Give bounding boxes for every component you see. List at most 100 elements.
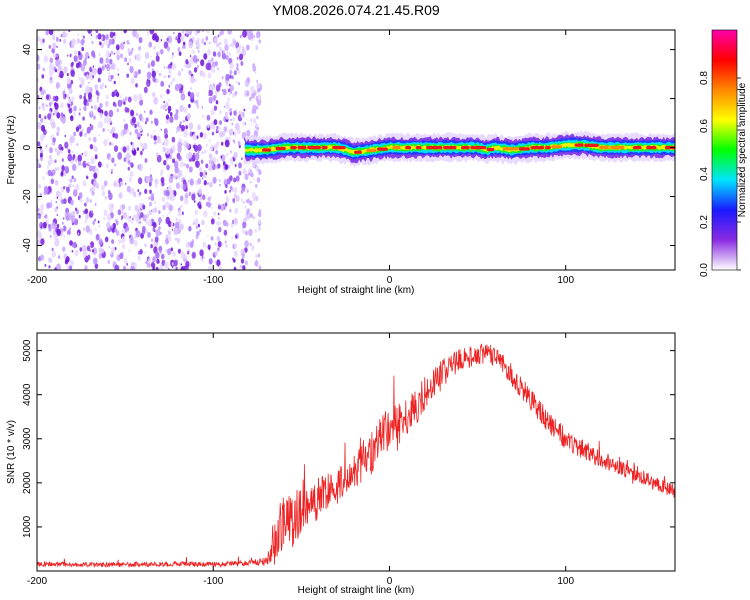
- noise-speckle: [61, 221, 64, 225]
- noise-speckle: [60, 112, 64, 118]
- noise-speckle: [242, 229, 245, 234]
- noise-speckle: [80, 77, 85, 84]
- noise-speckle: [170, 193, 175, 202]
- noise-speckle: [84, 72, 87, 76]
- noise-speckle: [157, 50, 161, 56]
- noise-speckle: [211, 57, 214, 62]
- noise-speckle: [69, 259, 74, 267]
- noise-speckle: [48, 63, 54, 72]
- noise-speckle: [184, 30, 190, 35]
- noise-speckle: [141, 229, 146, 236]
- noise-speckle: [125, 152, 131, 160]
- colorbar-ticks: 0.0 0.2 0.4 0.6 0.8: [699, 71, 741, 277]
- colorbar-tick-label: 0.2: [699, 215, 710, 229]
- noise-speckle: [92, 65, 95, 68]
- noise-speckle: [234, 243, 238, 249]
- noise-speckle: [209, 139, 211, 142]
- noise-speckle: [115, 44, 120, 51]
- snr-x-tick-label: 100: [557, 576, 574, 587]
- noise-speckle: [244, 173, 249, 181]
- noise-speckle: [132, 149, 137, 156]
- noise-speckle: [227, 30, 232, 35]
- noise-speckle: [214, 146, 216, 149]
- noise-speckle: [208, 153, 213, 160]
- noise-speckle: [255, 122, 258, 128]
- noise-speckle: [191, 251, 196, 259]
- noise-speckle: [150, 134, 153, 139]
- noise-speckle: [160, 94, 163, 99]
- noise-speckle: [199, 229, 202, 233]
- noise-speckle: [236, 46, 241, 54]
- noise-speckle: [153, 96, 159, 105]
- noise-speckle: [169, 74, 172, 78]
- noise-speckle: [123, 101, 126, 105]
- noise-speckle: [127, 166, 130, 171]
- noise-speckle: [126, 73, 130, 78]
- noise-speckle: [196, 104, 200, 109]
- noise-speckle: [156, 78, 159, 83]
- noise-speckle: [150, 195, 155, 202]
- noise-speckle: [96, 87, 99, 91]
- noise-speckle: [217, 51, 221, 58]
- noise-speckle: [61, 146, 64, 151]
- noise-speckle: [54, 95, 59, 102]
- noise-speckle: [73, 105, 77, 112]
- noise-speckle: [98, 120, 103, 129]
- noise-speckle: [108, 109, 114, 118]
- noise-speckle: [98, 253, 103, 259]
- spectrogram-x-tick-label: -200: [27, 275, 47, 286]
- noise-speckle: [168, 68, 172, 74]
- noise-speckle: [56, 45, 58, 48]
- noise-speckle: [155, 152, 159, 157]
- noise-speckle: [105, 57, 110, 64]
- noise-speckle: [47, 113, 52, 120]
- noise-speckle: [215, 100, 219, 105]
- noise-speckle: [167, 235, 172, 242]
- noise-speckle: [71, 250, 74, 253]
- noise-speckle: [127, 96, 132, 103]
- noise-speckle: [197, 144, 202, 152]
- noise-speckle: [68, 183, 72, 189]
- noise-speckle: [175, 182, 180, 189]
- noise-speckle: [207, 72, 212, 79]
- noise-speckle: [214, 242, 217, 246]
- noise-speckle: [138, 93, 143, 101]
- noise-speckle: [201, 221, 203, 224]
- signal-track: [245, 130, 675, 168]
- noise-speckle: [119, 252, 124, 260]
- noise-speckle: [37, 122, 42, 130]
- noise-speckle: [89, 124, 94, 131]
- noise-speckle: [218, 226, 222, 233]
- noise-speckle: [104, 236, 109, 243]
- noise-speckle: [235, 195, 240, 202]
- noise-speckle: [220, 30, 225, 35]
- noise-speckle: [222, 88, 227, 96]
- noise-speckle: [140, 212, 144, 218]
- noise-speckle: [168, 84, 171, 88]
- noise-speckle: [38, 214, 42, 220]
- noise-speckle: [55, 200, 57, 204]
- noise-speckle: [148, 41, 153, 48]
- noise-speckle: [63, 66, 68, 74]
- noise-speckle: [241, 252, 245, 259]
- noise-speckle: [219, 179, 221, 183]
- noise-speckle: [181, 68, 183, 71]
- noise-speckle: [256, 79, 259, 83]
- noise-speckle: [149, 109, 153, 115]
- noise-speckle: [242, 265, 246, 270]
- noise-speckle: [107, 190, 111, 195]
- noise-speckle: [146, 132, 150, 137]
- noise-speckle: [53, 30, 55, 33]
- noise-speckle: [227, 51, 229, 54]
- noise-speckle: [82, 250, 87, 258]
- noise-speckle: [40, 117, 44, 123]
- noise-speckle: [138, 136, 140, 140]
- noise-speckle: [49, 257, 53, 263]
- noise-speckle: [155, 251, 160, 259]
- noise-speckle: [245, 260, 248, 266]
- noise-speckle: [83, 150, 88, 157]
- snr-x-tick-label: -200: [27, 576, 47, 587]
- noise-speckle: [89, 241, 95, 249]
- noise-speckle: [121, 218, 123, 221]
- noise-speckle: [180, 161, 185, 168]
